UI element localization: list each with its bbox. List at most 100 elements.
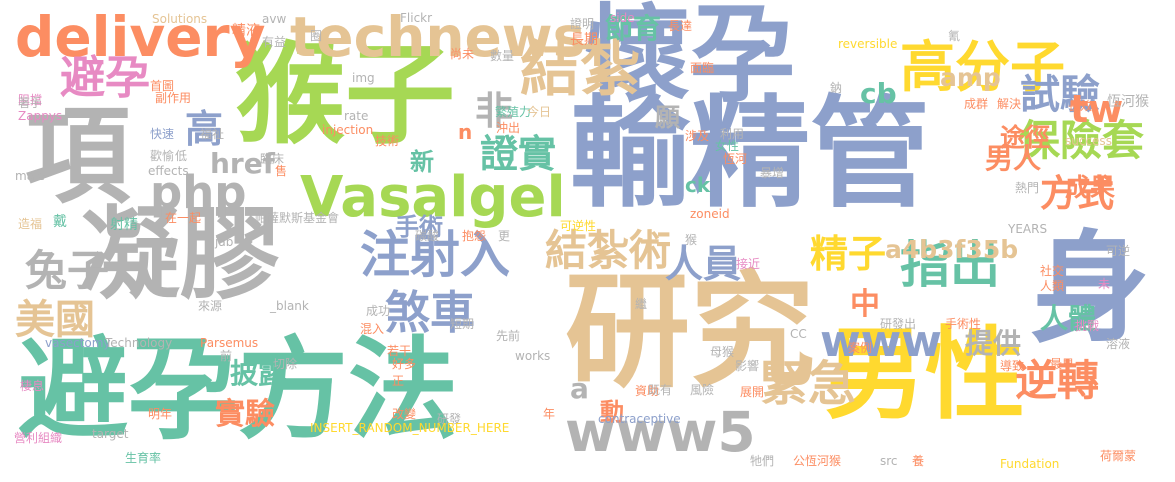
- cloud-word: 男性: [825, 316, 1025, 433]
- cloud-word: reversible: [838, 37, 898, 51]
- cloud-word: img: [352, 71, 375, 85]
- cloud-word: www5: [565, 400, 756, 464]
- cloud-word: 精液: [232, 23, 260, 39]
- cloud-word: 社交: [1040, 264, 1065, 278]
- cloud-word: 接近: [736, 257, 761, 271]
- cloud-word: 快速: [150, 127, 175, 141]
- cloud-word: 猴: [685, 233, 698, 247]
- cloud-word: 人員: [665, 242, 742, 286]
- cloud-word: 先前: [496, 329, 521, 343]
- cloud-word: 碳酸: [415, 229, 440, 243]
- cloud-word: Zappys: [18, 109, 63, 123]
- cloud-word: 注射入: [360, 226, 510, 284]
- cloud-word: 養: [912, 454, 925, 468]
- cloud-word: 溶液: [1106, 337, 1131, 351]
- cloud-word: 避孕方法: [18, 326, 458, 454]
- cloud-word: 成群: [964, 97, 989, 111]
- cloud-word: 前: [220, 349, 233, 363]
- cloud-word: 長達: [668, 19, 693, 33]
- cloud-word: 懷孕: [585, 0, 796, 116]
- cloud-word: 提供: [965, 327, 1022, 360]
- cloud-word: 煞車: [385, 286, 476, 339]
- cloud-word: 副作用: [155, 91, 192, 105]
- cloud-word: 未: [1098, 277, 1111, 291]
- cloud-word: 披露: [230, 357, 287, 390]
- cloud-word: 好多: [392, 357, 417, 371]
- cloud-word: 成功: [366, 304, 391, 318]
- cloud-word: a: [570, 372, 589, 405]
- cloud-word: 牠們: [750, 454, 775, 468]
- cloud-word: 繁殖力: [495, 105, 532, 119]
- cloud-word: 人體: [1040, 302, 1097, 335]
- cloud-word: 研發: [437, 412, 462, 426]
- cloud-word: 繼: [635, 297, 648, 311]
- cloud-word: 有益: [262, 35, 287, 49]
- cloud-word: amp: [940, 63, 1001, 92]
- cloud-word: 試驗: [1020, 72, 1100, 118]
- cloud-word: rate: [344, 109, 369, 123]
- cloud-word: 改變: [392, 407, 417, 421]
- cloud-word: 造福: [18, 217, 43, 231]
- cloud-word: effects: [148, 164, 189, 178]
- cloud-word: 更: [498, 229, 511, 243]
- cloud-word: 方式: [1040, 172, 1114, 215]
- cloud-word: 沖出: [496, 121, 521, 135]
- cloud-word: 實驗: [215, 397, 275, 432]
- cloud-word: 凝膠: [80, 196, 280, 313]
- cloud-word: 長效: [1068, 99, 1093, 113]
- cloud-word: 面臨: [690, 61, 715, 75]
- cloud-word: src: [880, 454, 898, 468]
- cloud-word: 非: [475, 89, 514, 133]
- cloud-word: 風險: [690, 383, 715, 397]
- cloud-word: 避孕: [60, 51, 151, 104]
- cloud-word: 射精: [110, 217, 138, 233]
- cloud-word: Vasalgel: [300, 165, 566, 230]
- cloud-word: zoneid: [690, 207, 730, 221]
- cloud-word: 新: [410, 148, 434, 176]
- cloud-word: 指出: [900, 236, 1000, 294]
- cloud-word: 今日: [527, 105, 552, 119]
- cloud-word: 猴子: [235, 31, 455, 159]
- cloud-word: 母猴: [710, 345, 735, 359]
- cloud-word: Technology: [105, 336, 173, 350]
- cloud-word: Fundation: [1000, 457, 1060, 471]
- cloud-word: 證明: [570, 17, 595, 31]
- cloud-word: 可逆: [1106, 244, 1131, 258]
- cloud-word: 戴: [53, 214, 67, 230]
- cloud-word: 氰: [948, 29, 961, 43]
- cloud-word: jab: [215, 235, 234, 249]
- cloud-word: 中: [850, 287, 880, 322]
- cloud-word: 挑戰: [1075, 319, 1100, 333]
- cloud-word: 研發出: [880, 317, 917, 331]
- cloud-word: 數量: [490, 49, 515, 63]
- cloud-word: 動: [600, 398, 624, 426]
- cloud-word: 成果: [1065, 173, 1116, 202]
- cloud-word: 手術: [395, 213, 443, 241]
- cloud-word: 售: [275, 164, 288, 178]
- cloud-word: 美國: [15, 297, 95, 343]
- cloud-word: delivery: [15, 5, 266, 69]
- cloud-word: cb: [860, 77, 897, 110]
- cloud-word: 項: [25, 96, 131, 218]
- cloud-word: 結紮: [520, 35, 640, 105]
- cloud-word: 短期: [450, 317, 475, 331]
- cloud-word: 恆河猴: [1107, 94, 1149, 110]
- cloud-word: 逆轉: [1015, 356, 1100, 405]
- cloud-word: injection: [322, 123, 374, 137]
- cloud-word: 明年: [148, 407, 173, 421]
- cloud-word: 暴增: [760, 166, 785, 180]
- cloud-word: 導致: [1000, 359, 1025, 373]
- cloud-word: 營利組織: [14, 431, 63, 445]
- cloud-word: php: [150, 166, 247, 219]
- cloud-word: 資助: [635, 384, 660, 398]
- cloud-word: 願: [655, 103, 681, 132]
- cloud-word: 切除: [273, 357, 298, 371]
- cloud-word: 恆河: [723, 152, 748, 166]
- cloud-word: n: [458, 120, 473, 144]
- cloud-word: 人類: [1040, 279, 1065, 293]
- cloud-word: YEARS: [1008, 222, 1048, 236]
- cloud-word: 公恆河猴: [793, 454, 842, 468]
- cloud-word: 熱門: [1015, 181, 1040, 195]
- cloud-word: 帕薩默斯基金會: [255, 211, 340, 225]
